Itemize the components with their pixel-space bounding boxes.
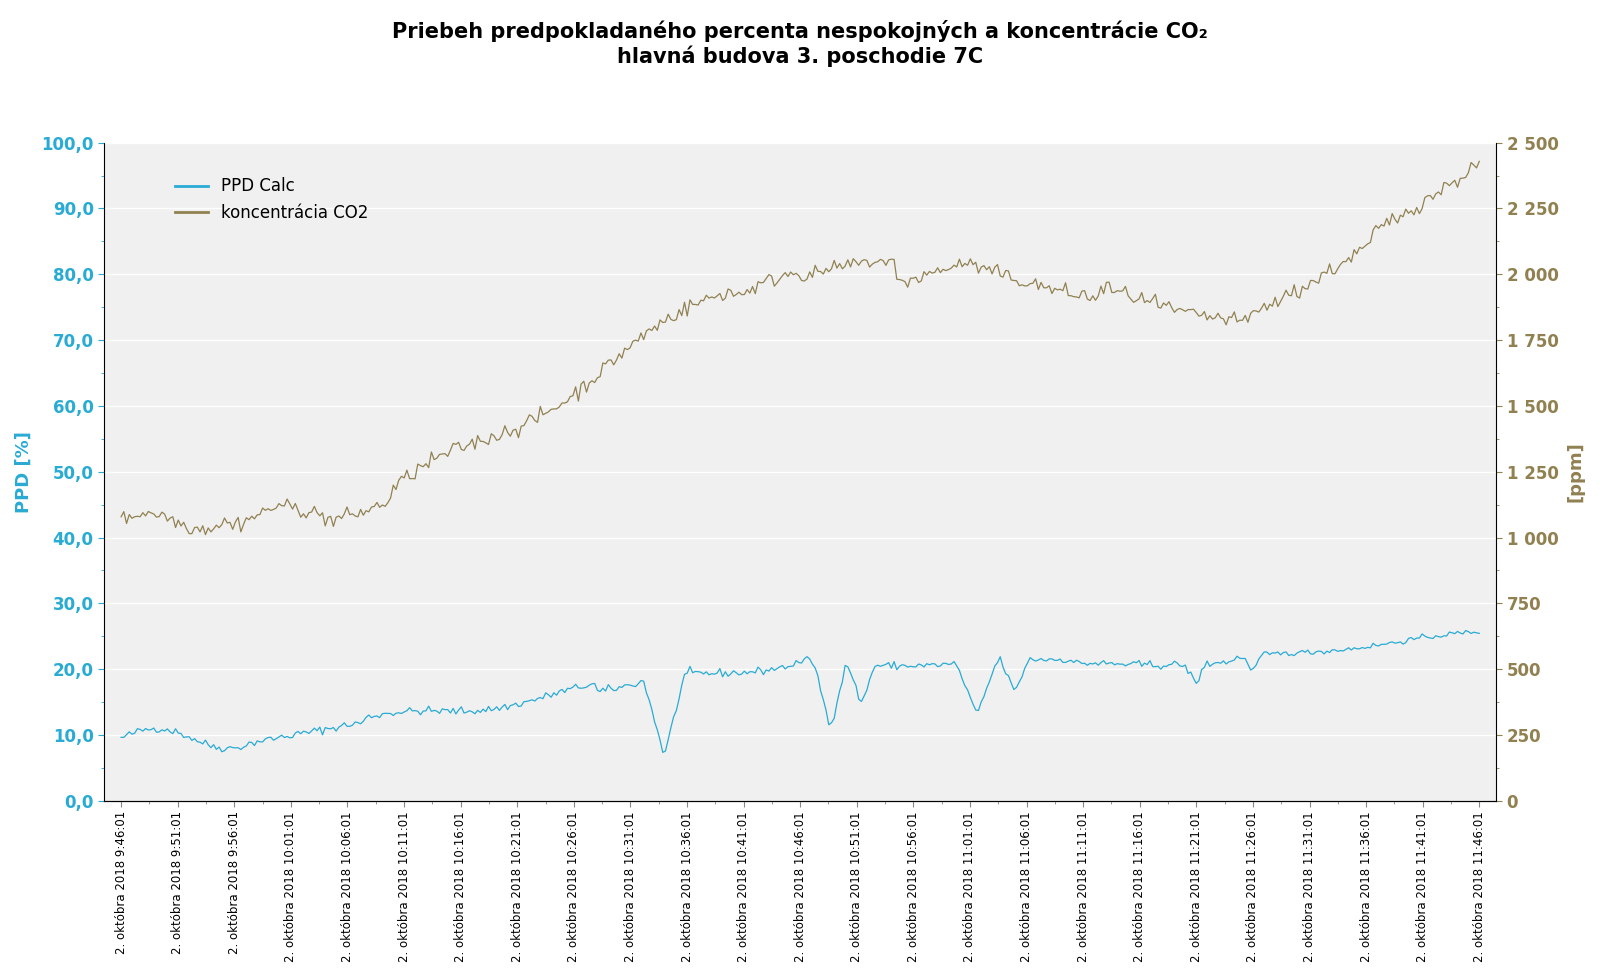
PPD Calc <box>1470 627 1490 639</box>
koncentrácia CO2 <box>850 260 869 272</box>
koncentrácia CO2 <box>760 269 779 280</box>
PPD Calc <box>850 694 869 705</box>
PPD Calc <box>1227 651 1246 662</box>
koncentrácia CO2 <box>1227 317 1246 328</box>
PPD Calc <box>112 732 131 743</box>
Line: PPD Calc: PPD Calc <box>122 630 1480 752</box>
PPD Calc <box>1456 624 1475 636</box>
koncentrácia CO2 <box>1470 155 1490 167</box>
Line: koncentrácia CO2: koncentrácia CO2 <box>122 161 1480 534</box>
koncentrácia CO2 <box>768 277 787 289</box>
koncentrácia CO2 <box>112 511 131 523</box>
Y-axis label: [ppm]: [ppm] <box>1566 442 1586 502</box>
PPD Calc <box>653 746 672 758</box>
Text: Priebeh predpokladaného percenta nespokojných a koncentrácie CO₂
hlavná budova 3: Priebeh predpokladaného percenta nespoko… <box>392 20 1208 66</box>
koncentrácia CO2 <box>1440 180 1459 191</box>
PPD Calc <box>760 665 779 677</box>
PPD Calc <box>768 662 787 674</box>
koncentrácia CO2 <box>195 529 214 540</box>
Legend: PPD Calc, koncentrácia CO2: PPD Calc, koncentrácia CO2 <box>168 171 376 229</box>
koncentrácia CO2 <box>923 268 942 279</box>
Y-axis label: PPD [%]: PPD [%] <box>14 431 34 513</box>
PPD Calc <box>923 658 942 669</box>
PPD Calc <box>1440 626 1459 638</box>
